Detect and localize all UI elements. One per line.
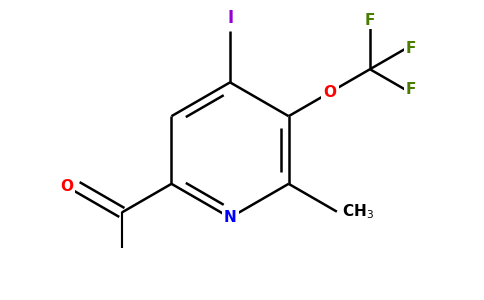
- Text: F: F: [406, 82, 416, 98]
- Text: I: I: [227, 9, 233, 27]
- Text: N: N: [224, 210, 237, 225]
- Text: F: F: [365, 13, 375, 28]
- Text: CH$_3$: CH$_3$: [342, 202, 374, 221]
- Text: O: O: [323, 85, 336, 100]
- Text: O: O: [60, 179, 73, 194]
- Text: F: F: [406, 41, 416, 56]
